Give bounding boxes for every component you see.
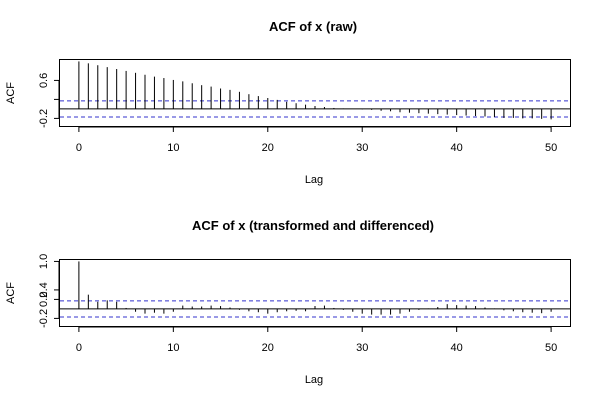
plot-frame-transformed <box>59 259 571 327</box>
acf-bars-transformed <box>60 261 570 318</box>
x-tick-label: 20 <box>262 142 274 154</box>
x-tick-label: 20 <box>262 342 274 354</box>
y-tick-label: -0.2 <box>38 109 50 128</box>
x-tick-label: 30 <box>356 142 368 154</box>
y-tick-label: 0.4 <box>38 282 50 297</box>
x-tick-label: 40 <box>451 142 463 154</box>
x-tick-label: 40 <box>451 342 463 354</box>
y-tick-label: 0.2 <box>38 292 50 307</box>
acf-bars-raw <box>60 61 570 120</box>
y-axis-raw: -0.2 0.6 <box>38 73 60 128</box>
x-axis-label-raw: Lag <box>305 174 323 186</box>
y-tick-label: 0.6 <box>38 73 50 88</box>
x-tick-label: 10 <box>167 342 179 354</box>
acf-panel-transformed: ACF of x (transformed and differenced) 0… <box>5 218 571 386</box>
y-tick-label: 1.0 <box>38 254 50 269</box>
x-tick-label: 50 <box>545 142 557 154</box>
chart-title-transformed: ACF of x (transformed and differenced) <box>192 218 434 233</box>
y-axis-label-raw: ACF <box>5 82 17 104</box>
x-tick-label: 30 <box>356 342 368 354</box>
x-axis-label-transformed: Lag <box>305 374 323 386</box>
y-tick-label: -0.2 <box>38 309 50 328</box>
plot-frame-raw <box>59 59 571 127</box>
chart-title-raw: ACF of x (raw) <box>269 19 357 34</box>
x-axis-transformed: 0 10 20 30 40 50 <box>76 326 557 354</box>
x-tick-label: 0 <box>76 142 82 154</box>
x-axis-raw: 0 10 20 30 40 50 <box>76 126 557 154</box>
x-tick-label: 50 <box>545 342 557 354</box>
acf-panel-raw: ACF of x (raw) 0 10 20 30 40 50 -0.2 0.6 Lag A… <box>5 19 571 186</box>
y-axis-label-transformed: ACF <box>5 282 17 304</box>
y-axis-transformed: -0.2 0.20.4 1.0 <box>38 254 60 328</box>
x-tick-label: 0 <box>76 342 82 354</box>
x-tick-label: 10 <box>167 142 179 154</box>
